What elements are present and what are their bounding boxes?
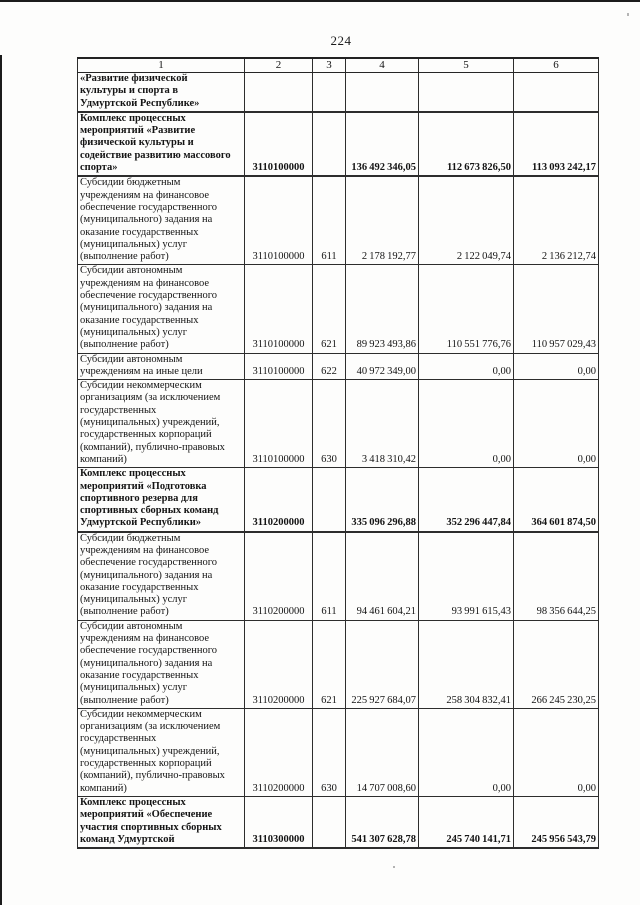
- table-row: Комплекс процессных мероприятий «Обеспеч…: [77, 795, 599, 850]
- table-row: Субсидии автономным учреждениям на финан…: [77, 264, 599, 354]
- amount-cell: 113 093 242,17: [513, 111, 599, 178]
- scan-border-top: [0, 0, 640, 2]
- target-article-code-cell: 3110200000: [244, 467, 313, 533]
- amount-cell: 2 178 192,77: [345, 175, 419, 266]
- amount-cell: 2 136 212,74: [513, 175, 599, 266]
- expenditure-name-cell: Субсидии автономным учреждениям на финан…: [77, 619, 245, 709]
- amount-cell: 0,00: [513, 707, 599, 797]
- column-header: 6: [513, 57, 599, 73]
- target-article-code-cell: 3110200000: [244, 707, 313, 797]
- table-row: Субсидии автономным учреждениям на иные …: [77, 352, 599, 381]
- amount-cell: 352 296 447,84: [418, 467, 514, 533]
- expenditure-name-cell: Субсидии автономным учреждениям на финан…: [77, 264, 245, 354]
- amount-cell: 541 307 628,78: [345, 795, 419, 850]
- expense-type-cell: 622: [312, 352, 346, 381]
- expenditure-name-cell: Комплекс процессных мероприятий «Обеспеч…: [77, 795, 245, 850]
- amount-cell: 364 601 874,50: [513, 467, 599, 533]
- expense-type-cell: 621: [312, 619, 346, 709]
- table-row: Субсидии бюджетным учреждениям на финанс…: [77, 175, 599, 266]
- amount-cell: [418, 71, 514, 113]
- amount-cell: 245 956 543,79: [513, 795, 599, 850]
- amount-cell: 258 304 832,41: [418, 619, 514, 709]
- expenditure-name-cell: Субсидии автономным учреждениям на иные …: [77, 352, 245, 381]
- target-article-code-cell: 3110100000: [244, 111, 313, 178]
- expenditure-name-cell: Субсидии бюджетным учреждениям на финанс…: [77, 531, 245, 621]
- table-row: «Развитие физической культуры и спорта в…: [77, 71, 599, 113]
- column-header: 2: [244, 57, 313, 73]
- expenditure-name-cell: Субсидии некоммерческим организациям (за…: [77, 707, 245, 797]
- expenditure-name-cell: Комплекс процессных мероприятий «Подгото…: [77, 467, 245, 533]
- amount-cell: 335 096 296,88: [345, 467, 419, 533]
- expenditure-name-cell: Субсидии бюджетным учреждениям на финанс…: [77, 175, 245, 266]
- target-article-code-cell: 3110100000: [244, 175, 313, 266]
- table-row: Комплекс процессных мероприятий «Развити…: [77, 111, 599, 178]
- amount-cell: 14 707 008,60: [345, 707, 419, 797]
- target-article-code-cell: 3110200000: [244, 619, 313, 709]
- column-header: 1: [77, 57, 245, 73]
- expense-type-cell: 611: [312, 531, 346, 621]
- table-row: Субсидии бюджетным учреждениям на финанс…: [77, 531, 599, 621]
- table-row: Комплекс процессных мероприятий «Подгото…: [77, 467, 599, 533]
- target-article-code-cell: 3110100000: [244, 352, 313, 381]
- target-article-code-cell: 3110100000: [244, 379, 313, 469]
- scan-border-left: [0, 55, 2, 905]
- amount-cell: 0,00: [513, 379, 599, 469]
- amount-cell: 93 991 615,43: [418, 531, 514, 621]
- amount-cell: 0,00: [418, 352, 514, 381]
- column-header: 3: [312, 57, 346, 73]
- amount-cell: 2 122 049,74: [418, 175, 514, 266]
- amount-cell: 0,00: [418, 379, 514, 469]
- amount-cell: 110 957 029,43: [513, 264, 599, 354]
- expense-type-cell: [312, 111, 346, 178]
- amount-cell: 89 923 493,86: [345, 264, 419, 354]
- amount-cell: 245 740 141,71: [418, 795, 514, 850]
- target-article-code-cell: 3110200000: [244, 531, 313, 621]
- column-header: 5: [418, 57, 514, 73]
- expenditure-name-cell: Комплекс процессных мероприятий «Развити…: [77, 111, 245, 178]
- amount-cell: 98 356 644,25: [513, 531, 599, 621]
- target-article-code-cell: 3110100000: [244, 264, 313, 354]
- column-header: 4: [345, 57, 419, 73]
- amount-cell: [513, 71, 599, 113]
- amount-cell: 3 418 310,42: [345, 379, 419, 469]
- amount-cell: 136 492 346,05: [345, 111, 419, 178]
- amount-cell: 0,00: [513, 352, 599, 381]
- table-row: Субсидии некоммерческим организациям (за…: [77, 379, 599, 469]
- table-body: «Развитие физической культуры и спорта в…: [77, 71, 599, 850]
- expense-type-cell: [312, 795, 346, 850]
- expense-type-cell: 621: [312, 264, 346, 354]
- amount-cell: 110 551 776,76: [418, 264, 514, 354]
- expenditure-name-cell: «Развитие физической культуры и спорта в…: [77, 71, 245, 113]
- expense-type-cell: 630: [312, 379, 346, 469]
- expense-type-cell: [312, 467, 346, 533]
- target-article-code-cell: [244, 71, 313, 113]
- scan-noise-dot: [627, 13, 629, 16]
- expenditure-name-cell: Субсидии некоммерческим организациям (за…: [77, 379, 245, 469]
- scan-noise-dot: [393, 866, 395, 868]
- amount-cell: [345, 71, 419, 113]
- amount-cell: 94 461 604,21: [345, 531, 419, 621]
- amount-cell: 40 972 349,00: [345, 352, 419, 381]
- amount-cell: 112 673 826,50: [418, 111, 514, 178]
- page-number: 224: [330, 33, 352, 48]
- amount-cell: 0,00: [418, 707, 514, 797]
- table-row: Субсидии автономным учреждениям на финан…: [77, 619, 599, 709]
- amount-cell: 225 927 684,07: [345, 619, 419, 709]
- expense-type-cell: 630: [312, 707, 346, 797]
- expense-type-cell: [312, 71, 346, 113]
- target-article-code-cell: 3110300000: [244, 795, 313, 850]
- expense-type-cell: 611: [312, 175, 346, 266]
- amount-cell: 266 245 230,25: [513, 619, 599, 709]
- table-row: Субсидии некоммерческим организациям (за…: [77, 707, 599, 797]
